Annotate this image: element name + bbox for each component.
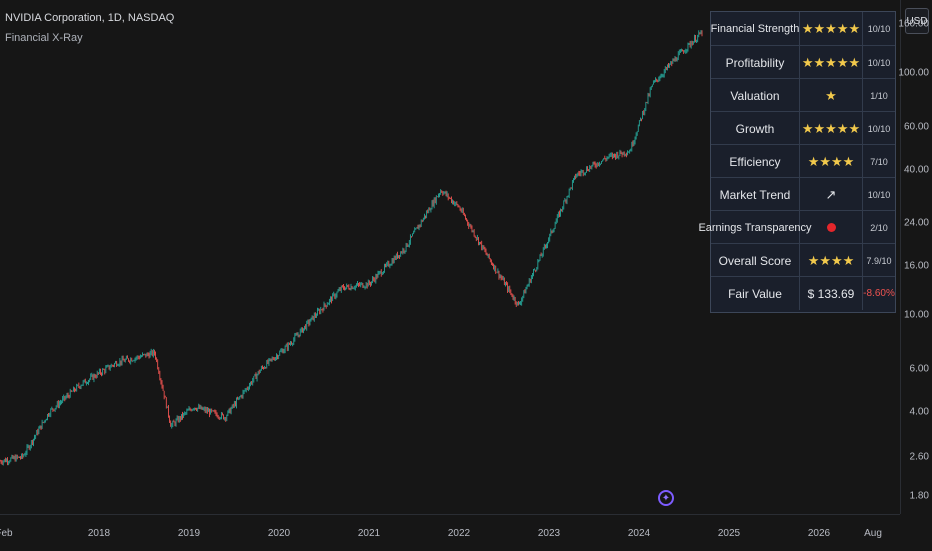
time-tick-label: 2026: [807, 528, 831, 539]
star-rating: ★: [800, 79, 863, 112]
star-rating: ★★★★: [800, 145, 863, 178]
score-row: Financial Strength ★★★★★ 10/10: [711, 12, 895, 45]
score-label: Market Trend: [711, 178, 800, 211]
red-dot-icon: [800, 211, 863, 244]
score-row: Efficiency ★★★★ 7/10: [711, 144, 895, 178]
score-label: Earnings Transparency: [698, 211, 812, 244]
score-row: Earnings Transparency 2/10: [698, 210, 895, 244]
time-tick-label: 2020: [267, 528, 291, 539]
price-tick-label: 24.00: [903, 217, 929, 229]
star-rating: ★★★★: [800, 244, 863, 277]
score-value: 7/10: [870, 156, 888, 167]
time-tick-label: Aug: [864, 528, 882, 539]
score-label: Valuation: [711, 79, 800, 112]
price-tick-label: 40.00: [903, 164, 929, 176]
score-row: Growth ★★★★★ 10/10: [711, 111, 895, 145]
price-chart[interactable]: [0, 0, 900, 514]
score-row: Profitability ★★★★★ 10/10: [711, 45, 895, 79]
score-row: Valuation ★ 1/10: [711, 78, 895, 112]
score-value: 1/10: [870, 90, 888, 101]
time-tick-label: 2018: [87, 528, 111, 539]
score-row: Fair Value $ 133.69 -8.60%: [711, 276, 895, 310]
chart-plot-area[interactable]: [0, 0, 900, 514]
price-axis[interactable]: USD 160.00 100.00 60.00 40.00 24.00 16.00 10.0…: [898, 0, 932, 514]
score-row: Overall Score ★★★★ 7.9/10: [711, 243, 895, 277]
score-label: Efficiency: [711, 145, 800, 178]
time-tick-label: 2025: [717, 528, 741, 539]
price-tick-label: 100.00: [898, 67, 929, 79]
time-tick-label: 2021: [357, 528, 381, 539]
price-tick-label: 4.00: [909, 406, 929, 418]
fair-value-diff: -8.60%: [863, 288, 895, 299]
indicator-name[interactable]: Financial X-Ray: [5, 32, 83, 44]
price-tick-label: 10.00: [903, 309, 929, 321]
price-tick-label: 16.00: [903, 260, 929, 272]
trend-arrow-icon: ↗: [800, 178, 863, 211]
score-value: 7.9/10: [866, 255, 892, 266]
score-label: Overall Score: [711, 244, 800, 277]
time-tick-label: 2024: [627, 528, 651, 539]
star-rating: ★★★★★: [800, 112, 863, 145]
score-value: 10/10: [867, 189, 891, 200]
candles: [0, 30, 703, 466]
score-label: Fair Value: [711, 277, 800, 310]
score-row: Market Trend ↗ 10/10: [711, 177, 895, 211]
time-tick-label: 2019: [177, 528, 201, 539]
price-tick-label: 2.60: [909, 451, 929, 463]
score-label: Growth: [711, 112, 800, 145]
score-value: 2/10: [870, 222, 888, 233]
score-value: 10/10: [867, 23, 891, 34]
fair-value: $ 133.69: [800, 277, 863, 310]
score-label: Financial Strength: [711, 12, 800, 45]
score-value: 10/10: [867, 123, 891, 134]
chart-title: NVIDIA Corporation, 1D, NASDAQ: [5, 12, 175, 24]
currency-button[interactable]: USD: [905, 8, 929, 34]
time-tick-label: 2022: [447, 528, 471, 539]
time-axis[interactable]: Feb 2018 2019 2020 2021 2022 2023 2024 2025 2026 A…: [0, 514, 900, 551]
star-rating: ★★★★★: [800, 12, 863, 45]
event-marker-icon[interactable]: ✦: [658, 490, 674, 506]
score-value: 10/10: [867, 57, 891, 68]
time-tick-label: 2023: [537, 528, 561, 539]
time-tick-label: Feb: [0, 528, 13, 539]
score-label: Profitability: [711, 46, 800, 79]
price-tick-label: 1.80: [909, 490, 929, 502]
financial-xray-table: Financial Strength ★★★★★ 10/10 Profitabilit…: [698, 11, 896, 313]
price-tick-label: 6.00: [909, 363, 929, 375]
price-tick-label: 60.00: [903, 121, 929, 133]
price-tick-label: 160.00: [898, 18, 929, 30]
star-rating: ★★★★★: [800, 46, 863, 79]
